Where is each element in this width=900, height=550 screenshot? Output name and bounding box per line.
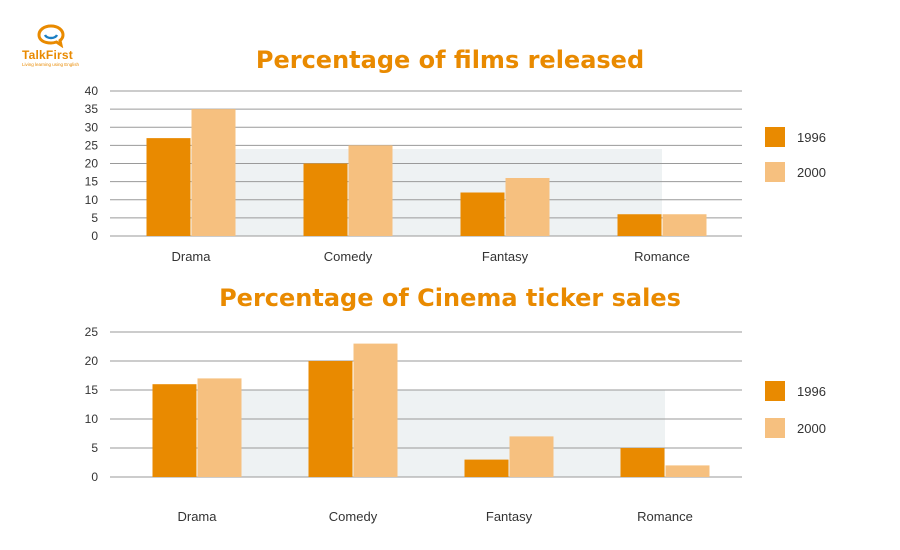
x-tick-label: Fantasy <box>486 509 533 524</box>
y-tick-label: 30 <box>85 120 99 134</box>
bar-drama-2000 <box>191 109 236 236</box>
x-tick-label: Romance <box>637 509 693 524</box>
legend-swatch-2000 <box>765 418 785 438</box>
plot-shade <box>191 149 662 236</box>
y-tick-label: 0 <box>91 229 98 243</box>
legend-swatch-2000 <box>765 162 785 182</box>
x-tick-label: Comedy <box>324 249 373 264</box>
bar-fantasy-1996 <box>460 192 505 236</box>
y-tick-label: 20 <box>85 157 99 171</box>
x-tick-label: Drama <box>171 249 211 264</box>
legend-swatch-1996 <box>765 381 785 401</box>
y-tick-label: 35 <box>85 102 99 116</box>
legend-label-1996: 1996 <box>797 130 826 145</box>
x-tick-label: Drama <box>177 509 217 524</box>
bar-comedy-1996 <box>308 361 353 477</box>
bar-comedy-2000 <box>348 145 393 236</box>
plot-shade <box>197 390 665 477</box>
bar-romance-2000 <box>662 214 707 236</box>
bar-fantasy-2000 <box>509 436 554 477</box>
y-tick-label: 40 <box>85 84 99 98</box>
y-tick-label: 25 <box>85 325 99 339</box>
y-tick-label: 0 <box>91 470 98 484</box>
legend-swatch-1996 <box>765 127 785 147</box>
logo-wordmark: TalkFirst <box>22 48 73 62</box>
bar-fantasy-2000 <box>505 178 550 236</box>
y-tick-label: 10 <box>85 412 99 426</box>
chart-title: Percentage of Cinema ticker sales <box>219 284 681 312</box>
brand-logo: TalkFirst Living learning using English <box>22 24 92 72</box>
bar-comedy-2000 <box>353 343 398 477</box>
bar-romance-1996 <box>620 448 665 477</box>
bar-drama-2000 <box>197 378 242 477</box>
bar-comedy-1996 <box>303 163 348 236</box>
speech-bubble-icon <box>37 24 65 48</box>
legend-label-2000: 2000 <box>797 421 826 436</box>
y-tick-label: 15 <box>85 175 99 189</box>
legend-label-2000: 2000 <box>797 165 826 180</box>
y-tick-label: 5 <box>91 441 98 455</box>
bar-romance-2000 <box>665 465 710 477</box>
y-tick-label: 10 <box>85 193 99 207</box>
legend-label-1996: 1996 <box>797 384 826 399</box>
x-tick-label: Fantasy <box>482 249 529 264</box>
chart-2: Percentage of Cinema ticker sales 0 5 10 15 2… <box>85 284 826 524</box>
bar-fantasy-1996 <box>464 459 509 477</box>
y-tick-label: 5 <box>91 211 98 225</box>
bar-romance-1996 <box>617 214 662 236</box>
bar-drama-1996 <box>152 384 197 477</box>
x-tick-label: Romance <box>634 249 690 264</box>
bar-drama-1996 <box>146 138 191 236</box>
logo-tagline: Living learning using English <box>22 62 80 67</box>
chart-title: Percentage of films released <box>256 46 644 74</box>
x-tick-label: Comedy <box>329 509 378 524</box>
y-tick-label: 15 <box>85 383 99 397</box>
chart-1: Percentage of films released 0 5 10 15 20 25 30… <box>85 46 826 264</box>
y-tick-label: 20 <box>85 354 99 368</box>
y-tick-label: 25 <box>85 138 99 152</box>
